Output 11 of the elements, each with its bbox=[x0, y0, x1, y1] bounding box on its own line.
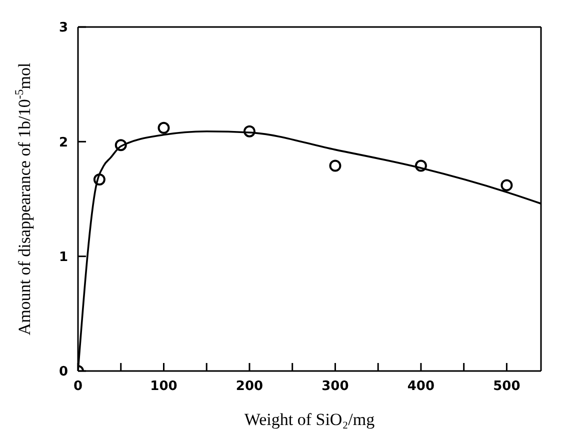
x-axis-title: Weight of SiO₂/mg bbox=[244, 410, 376, 429]
x-tick-label: 300 bbox=[322, 379, 349, 394]
x-tick-label: 500 bbox=[493, 379, 520, 394]
y-tick-label: 2 bbox=[58, 135, 68, 150]
x-tick-label: 400 bbox=[407, 379, 435, 394]
x-tick-label: 100 bbox=[150, 379, 178, 394]
y-tick-label: 0 bbox=[58, 364, 68, 380]
y-tick-label: 1 bbox=[58, 250, 68, 265]
x-tick-label: 200 bbox=[236, 379, 264, 394]
x-tick-label: 0 bbox=[73, 379, 83, 394]
y-tick-label: 3 bbox=[58, 20, 68, 36]
